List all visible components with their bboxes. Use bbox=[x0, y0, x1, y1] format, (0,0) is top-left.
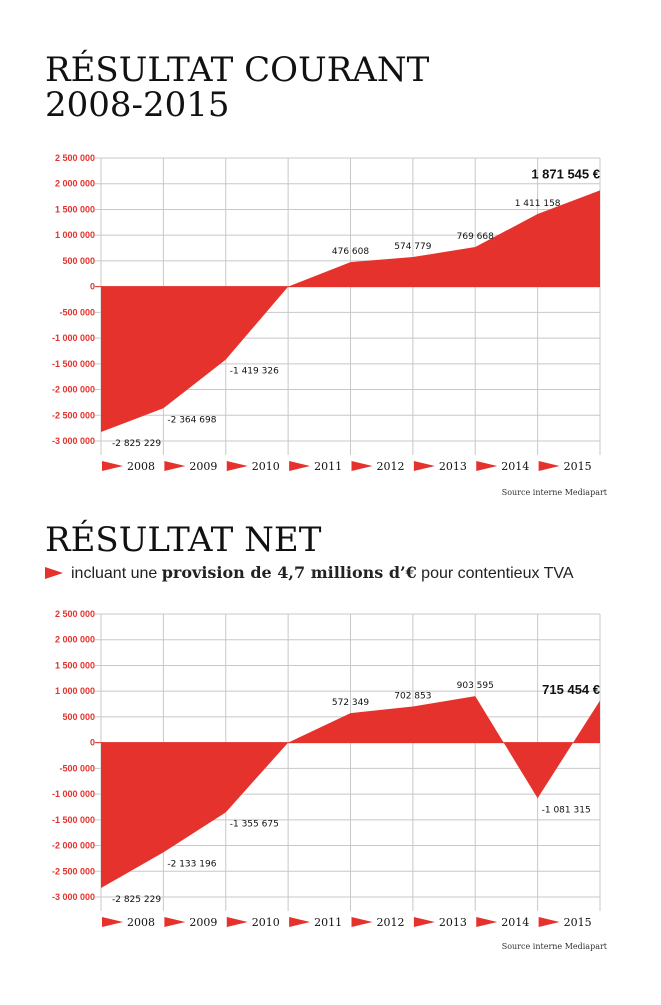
net-ytick-label: -2 500 000 bbox=[52, 866, 95, 876]
courant-data-label: 574 779 bbox=[394, 242, 431, 252]
chart-title-courant-years: 2008-2015 bbox=[45, 85, 230, 125]
courant-category-arrow-icon bbox=[164, 461, 186, 471]
courant-category-label: 2013 bbox=[439, 460, 467, 473]
net-ytick-label: -1 000 000 bbox=[52, 789, 95, 799]
courant-ytick-label: -2 000 000 bbox=[52, 385, 95, 395]
net-data-label: -2 825 229 bbox=[112, 895, 161, 905]
chart-resultat-net: 2 500 000 2 000 000 1 500 000 1 000 000 500 … bbox=[52, 609, 601, 929]
courant-category-arrow-icon bbox=[413, 461, 435, 471]
net-ytick-label: -3 000 000 bbox=[52, 892, 95, 902]
flag-arrow-icon bbox=[45, 567, 63, 579]
courant-category-arrow-icon bbox=[476, 461, 498, 471]
net-category-arrow-icon bbox=[351, 917, 373, 927]
net-data-label: 715 454 € bbox=[542, 682, 600, 697]
net-ytick-label: 1 500 000 bbox=[55, 660, 95, 670]
net-category-label: 2015 bbox=[564, 916, 592, 929]
courant-category-label: 2015 bbox=[564, 460, 592, 473]
chart-resultat-courant: 2 500 000 2 000 000 1 500 000 1 000 000 500 … bbox=[52, 153, 601, 473]
net-category-arrow-icon bbox=[538, 917, 560, 927]
net-category-label: 2013 bbox=[439, 916, 467, 929]
net-ytick-label: 0 bbox=[90, 738, 95, 748]
courant-ytick-label: 1 000 000 bbox=[55, 230, 95, 240]
courant-data-label: 476 608 bbox=[332, 247, 369, 257]
subtitle-pre: incluant une bbox=[71, 565, 162, 582]
net-category-arrow-icon bbox=[476, 917, 498, 927]
subtitle-bold: provision de 4,7 millions d’€ bbox=[161, 563, 417, 582]
courant-ytick-label: 500 000 bbox=[62, 256, 95, 266]
courant-ytick-label: -1 500 000 bbox=[52, 359, 95, 369]
net-category-label: 2011 bbox=[314, 916, 342, 929]
courant-ytick-label: 0 bbox=[90, 282, 95, 292]
net-category-label: 2009 bbox=[189, 916, 217, 929]
net-category-arrow-icon bbox=[164, 917, 186, 927]
courant-category-arrow-icon bbox=[226, 461, 248, 471]
net-category-arrow-icon bbox=[102, 917, 123, 927]
net-data-label: -1 355 675 bbox=[230, 819, 279, 829]
courant-category-label: 2009 bbox=[189, 460, 217, 473]
net-ytick-label: 1 000 000 bbox=[55, 686, 95, 696]
courant-data-label: -2 825 229 bbox=[112, 439, 161, 449]
courant-category-arrow-icon bbox=[102, 461, 123, 471]
courant-data-label: 1 411 158 bbox=[515, 199, 561, 209]
courant-category-label: 2011 bbox=[314, 460, 342, 473]
courant-category-label: 2010 bbox=[252, 460, 280, 473]
courant-category-label: 2012 bbox=[377, 460, 405, 473]
net-category-label: 2012 bbox=[377, 916, 405, 929]
net-data-label: 903 595 bbox=[457, 681, 494, 691]
net-ytick-label: 500 000 bbox=[62, 712, 95, 722]
courant-ytick-label: -500 000 bbox=[59, 307, 95, 317]
net-ytick-label: -1 500 000 bbox=[52, 815, 95, 825]
chart-subtitle-net: incluant une provision de 4,7 millions d… bbox=[45, 563, 574, 583]
net-ytick-label: 2 000 000 bbox=[55, 635, 95, 645]
courant-category-arrow-icon bbox=[351, 461, 373, 471]
net-data-label: 702 853 bbox=[394, 691, 431, 701]
courant-category-label: 2008 bbox=[127, 460, 155, 473]
courant-data-label: -2 364 698 bbox=[167, 415, 216, 425]
chart-title-courant: RÉSULTAT COURANT bbox=[45, 50, 430, 90]
courant-data-label: 1 871 545 € bbox=[531, 166, 600, 181]
chart-title-net: RÉSULTAT NET bbox=[45, 520, 322, 560]
source-note-courant: Source interne Mediapart bbox=[501, 488, 607, 497]
net-data-label: -1 081 315 bbox=[542, 805, 591, 815]
source-note-net: Source interne Mediapart bbox=[501, 942, 607, 951]
courant-data-label: -1 419 326 bbox=[230, 367, 279, 377]
net-category-label: 2010 bbox=[252, 916, 280, 929]
net-area-series bbox=[101, 696, 600, 889]
courant-ytick-label: 2 000 000 bbox=[55, 179, 95, 189]
courant-data-label: 769 668 bbox=[457, 232, 494, 242]
net-data-label: -2 133 196 bbox=[167, 859, 216, 869]
courant-ytick-label: 1 500 000 bbox=[55, 204, 95, 214]
net-ytick-label: -500 000 bbox=[59, 763, 95, 773]
net-category-label: 2014 bbox=[501, 916, 529, 929]
net-category-arrow-icon bbox=[226, 917, 248, 927]
courant-ytick-label: -3 000 000 bbox=[52, 436, 95, 446]
net-category-arrow-icon bbox=[289, 917, 311, 927]
courant-ytick-label: 2 500 000 bbox=[55, 153, 95, 163]
courant-ytick-label: -1 000 000 bbox=[52, 333, 95, 343]
net-data-label: 572 349 bbox=[332, 698, 369, 708]
courant-category-arrow-icon bbox=[538, 461, 560, 471]
courant-ytick-label: -2 500 000 bbox=[52, 410, 95, 420]
net-ytick-label: 2 500 000 bbox=[55, 609, 95, 619]
courant-area-series bbox=[101, 190, 600, 433]
courant-category-arrow-icon bbox=[289, 461, 311, 471]
net-category-arrow-icon bbox=[413, 917, 435, 927]
net-ytick-label: -2 000 000 bbox=[52, 841, 95, 851]
net-category-label: 2008 bbox=[127, 916, 155, 929]
courant-category-label: 2014 bbox=[501, 460, 529, 473]
subtitle-post: pour contentieux TVA bbox=[416, 565, 574, 582]
